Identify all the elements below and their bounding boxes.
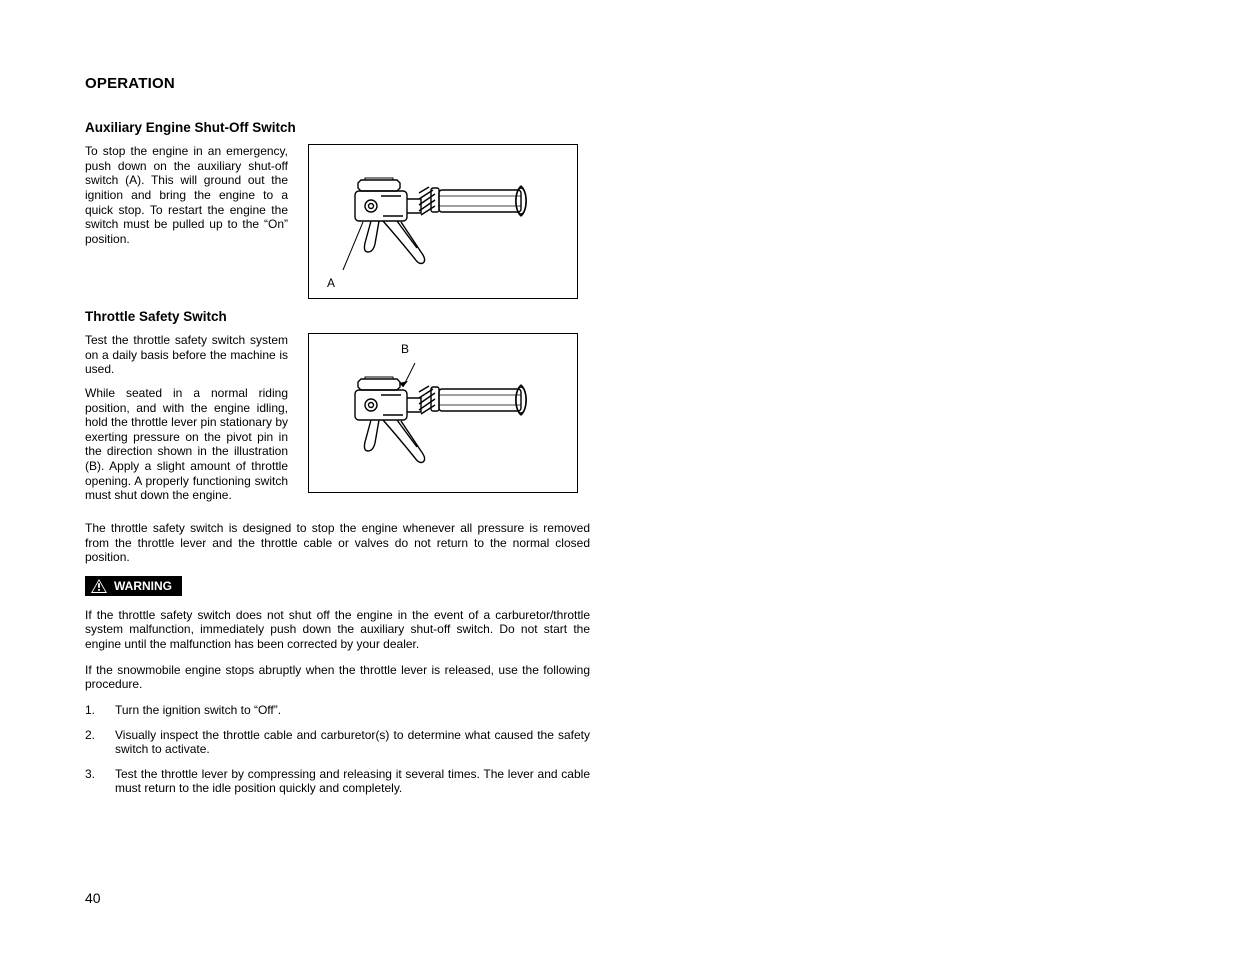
section2-heading: Throttle Safety Switch — [85, 309, 590, 324]
warning-badge: WARNING — [85, 576, 182, 596]
figure-a-label: A — [327, 276, 335, 290]
warning-text: If the throttle safety switch does not s… — [85, 608, 590, 652]
section1-heading: Auxiliary Engine Shut-Off Switch — [85, 120, 590, 135]
section2-text2: While seated in a normal riding position… — [85, 386, 288, 503]
section1-text: To stop the engine in an emergency, push… — [85, 144, 288, 246]
procedure-list: 1. Turn the ignition switch to “Off”. 2.… — [85, 703, 590, 796]
procedure-item: 1. Turn the ignition switch to “Off”. — [85, 703, 590, 718]
section-throttle-safety: Throttle Safety Switch Test the throttle… — [85, 309, 590, 565]
warning-triangle-icon — [91, 579, 107, 593]
throttle-assembly-diagram-a — [323, 152, 563, 292]
figure-a: A — [308, 144, 578, 299]
section2-para3: The throttle safety switch is designed t… — [85, 521, 590, 565]
section2-text1: Test the throttle safety switch system o… — [85, 333, 288, 377]
procedure-item: 3. Test the throttle lever by compressin… — [85, 767, 590, 796]
procedure-intro: If the snowmobile engine stops abruptly … — [85, 663, 590, 692]
throttle-assembly-diagram-b — [323, 341, 563, 486]
section-auxiliary-shutoff: Auxiliary Engine Shut-Off Switch To stop… — [85, 120, 590, 299]
page-heading: OPERATION — [85, 75, 590, 92]
warning-label: WARNING — [114, 579, 172, 593]
page-number: 40 — [85, 890, 101, 906]
figure-b-label: B — [401, 342, 409, 356]
procedure-item: 2. Visually inspect the throttle cable a… — [85, 728, 590, 757]
figure-b: B — [308, 333, 578, 493]
